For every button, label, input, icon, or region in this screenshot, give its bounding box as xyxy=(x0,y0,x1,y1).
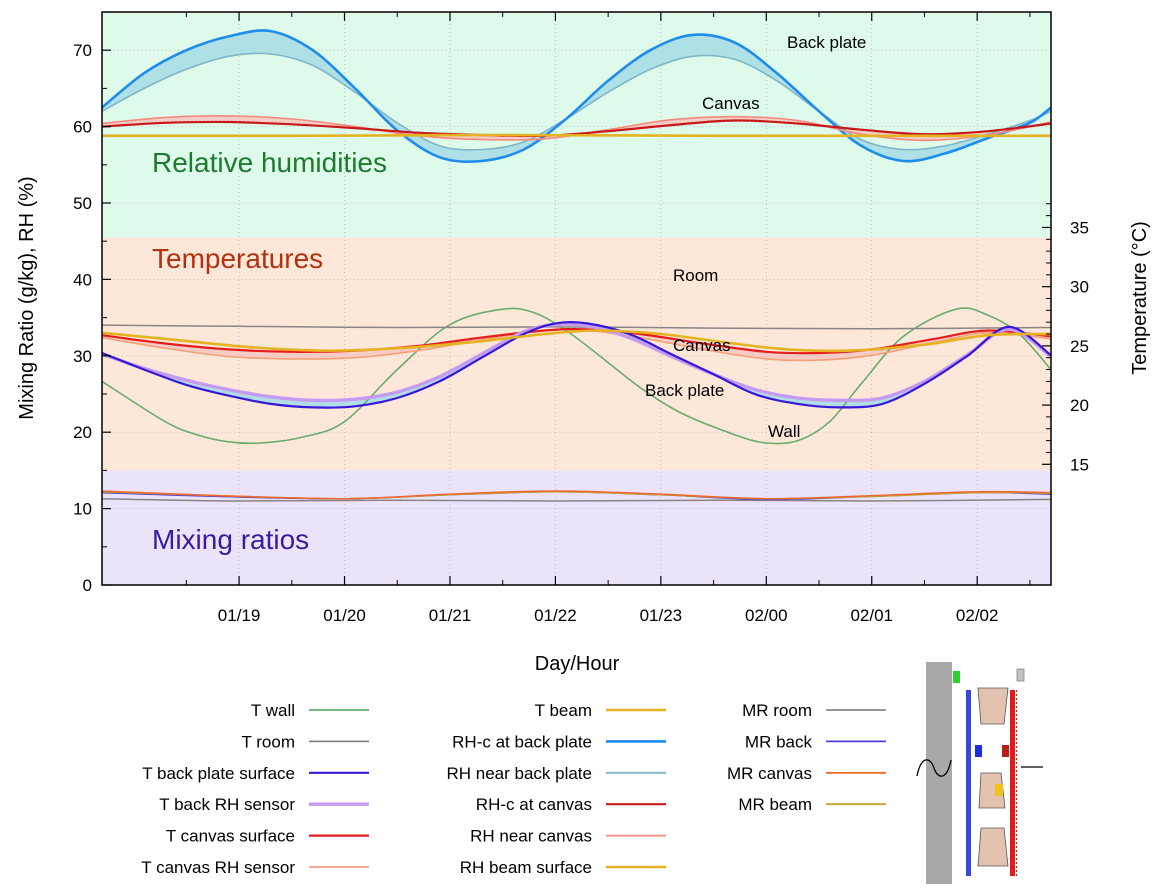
series-line-2 xyxy=(101,320,1052,409)
fill-area-3 xyxy=(102,329,1051,361)
beam-bottom xyxy=(977,827,1009,867)
fill-area-0 xyxy=(102,30,1051,162)
y-axis-label-left: Mixing Ratio (g/kg), RH (%) xyxy=(16,176,38,419)
series-line-4 xyxy=(101,327,1052,355)
legend-label: RH-c at canvas xyxy=(476,795,592,814)
beam-middle xyxy=(978,772,1006,809)
y-tick-label: 0 xyxy=(83,576,92,595)
y-tick-label: 60 xyxy=(73,118,92,137)
canvas-layer xyxy=(1010,690,1015,876)
wave-symbol-icon xyxy=(916,759,952,777)
y-right-tick-label: 35 xyxy=(1070,218,1089,237)
y-tick-label: 10 xyxy=(73,500,92,519)
legend-label: MR back xyxy=(745,732,813,751)
series-line-12 xyxy=(101,497,1052,502)
x-tick-label: 01/19 xyxy=(218,606,261,625)
legend: T wall T room T back plate surface T back R… xyxy=(141,701,886,877)
canvas-sensor-marker xyxy=(1002,745,1009,757)
series-line-11 xyxy=(101,133,1051,138)
y-right-tick-label: 25 xyxy=(1070,337,1089,356)
legend-label: RH near canvas xyxy=(470,827,592,846)
legend-label: MR canvas xyxy=(727,764,812,783)
sensor-diagram xyxy=(916,662,1043,884)
annotation-0: Back plate xyxy=(787,33,866,52)
y-tick-label: 40 xyxy=(73,270,92,289)
series-line-9 xyxy=(101,119,1052,138)
x-tick-label: 01/21 xyxy=(429,606,472,625)
series-fills xyxy=(102,30,1051,408)
y-tick-label: 20 xyxy=(73,423,92,442)
y-right-tick-label: 15 xyxy=(1070,455,1089,474)
annotation-1: Canvas xyxy=(702,94,760,113)
band-label-1: Temperatures xyxy=(152,243,323,274)
beam-sensor-marker xyxy=(995,784,1003,796)
band-label-0: Relative humidities xyxy=(152,147,387,178)
legend-label: RH beam surface xyxy=(460,858,592,877)
y-right-tick-label: 30 xyxy=(1070,278,1089,297)
y-tick-label: 70 xyxy=(73,41,92,60)
band-label-2: Mixing ratios xyxy=(152,524,309,555)
legend-label: T back plate surface xyxy=(142,764,295,783)
y-right-tick-label: 20 xyxy=(1070,396,1089,415)
room-sensor-marker xyxy=(1016,668,1025,682)
legend-label: RH-c at back plate xyxy=(452,732,592,751)
x-tick-label: 01/22 xyxy=(534,606,577,625)
series-line-8 xyxy=(101,52,1052,151)
series-line-0 xyxy=(101,307,1052,445)
beam-top xyxy=(977,687,1009,725)
fill-area-1 xyxy=(102,115,1051,141)
legend-label: T beam xyxy=(535,701,592,720)
series-line-1 xyxy=(101,324,1052,330)
back-sensor-marker xyxy=(975,745,982,757)
series-lines xyxy=(101,29,1053,502)
x-tick-label: 02/01 xyxy=(850,606,893,625)
back-plate xyxy=(966,690,971,876)
band-labels: Relative humidities Temperatures Mixing ra… xyxy=(152,147,387,555)
annotation-3: Canvas xyxy=(673,336,731,355)
series-line-14 xyxy=(101,490,1052,500)
legend-label: T wall xyxy=(251,701,295,720)
wall-block xyxy=(926,662,952,884)
legend-label: T canvas RH sensor xyxy=(141,858,295,877)
annotation-4: Back plate xyxy=(645,381,724,400)
legend-label: T canvas surface xyxy=(166,827,295,846)
legend-label: T back RH sensor xyxy=(159,795,295,814)
y-axis-label-right: Temperature (°C) xyxy=(1129,221,1151,375)
wall-sensor-marker xyxy=(953,671,960,683)
legend-label: MR room xyxy=(742,701,812,720)
legend-label: RH near back plate xyxy=(446,764,592,783)
x-tick-label: 01/20 xyxy=(323,606,366,625)
series-line-6 xyxy=(101,329,1052,353)
x-tick-label: 02/00 xyxy=(745,606,788,625)
legend-label: MR beam xyxy=(738,795,812,814)
axes: 01/19 01/20 01/21 01/22 01/23 02/00 02/01 02/02… xyxy=(73,12,1089,625)
series-line-7 xyxy=(101,29,1052,164)
annotation-2: Room xyxy=(673,266,718,285)
y-tick-label: 50 xyxy=(73,194,92,213)
series-line-3 xyxy=(101,322,1053,403)
annotations: Back plate Canvas Room Canvas Back plate Wall xyxy=(645,33,866,441)
x-tick-label: 01/23 xyxy=(640,606,683,625)
background-bands xyxy=(102,12,1051,585)
annotation-5: Wall xyxy=(768,422,800,441)
x-axis-label: Day/Hour xyxy=(535,653,620,675)
band-2 xyxy=(102,470,1051,585)
legend-label: T room xyxy=(241,732,295,751)
x-tick-label: 02/02 xyxy=(956,606,999,625)
y-tick-label: 30 xyxy=(73,347,92,366)
